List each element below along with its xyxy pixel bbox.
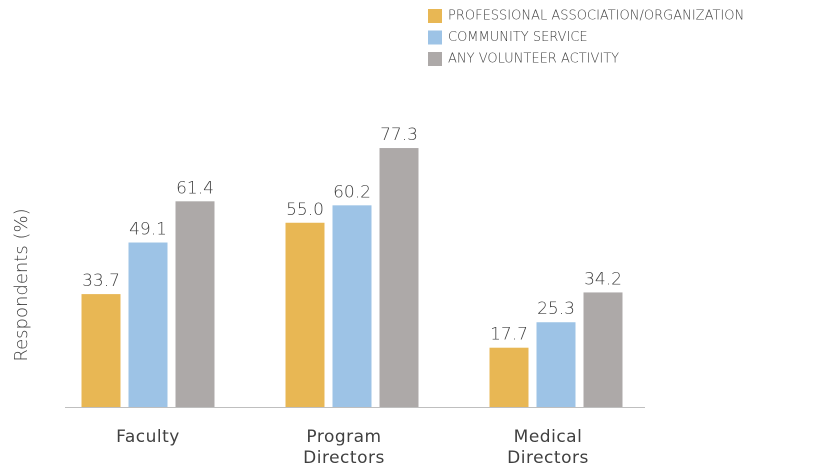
bar <box>379 148 419 408</box>
legend-label: PROFESSIONAL ASSOCIATION/ORGANIZATION <box>448 9 744 24</box>
bar <box>285 222 325 407</box>
data-label: 17.7 <box>490 325 528 345</box>
bar <box>81 294 121 407</box>
bar <box>536 322 576 407</box>
x-tick-label: Program Directors <box>303 427 385 468</box>
data-label: 34.2 <box>584 269 622 289</box>
bar <box>583 292 623 407</box>
data-label: 60.2 <box>333 182 371 202</box>
legend-label: ANY VOLUNTEER ACTIVITY <box>448 52 619 67</box>
data-label: 61.4 <box>176 178 214 198</box>
x-tick-label: Medical Directors <box>507 427 589 468</box>
bar <box>128 242 168 407</box>
data-label: 49.1 <box>129 220 167 240</box>
data-label: 55.0 <box>286 200 324 220</box>
bar <box>332 205 372 407</box>
legend-label: COMMUNITY SERVICE <box>448 30 588 45</box>
legend-swatch <box>428 52 442 66</box>
legend-swatch <box>428 30 442 45</box>
x-tick-label: Faculty <box>116 427 180 447</box>
y-axis-label: Respondents (%) <box>11 208 32 361</box>
legend-swatch <box>428 9 442 23</box>
data-label: 25.3 <box>537 299 575 319</box>
bar <box>175 201 215 407</box>
bar <box>489 347 529 407</box>
data-label: 77.3 <box>380 125 418 145</box>
data-label: 33.7 <box>82 271 120 291</box>
